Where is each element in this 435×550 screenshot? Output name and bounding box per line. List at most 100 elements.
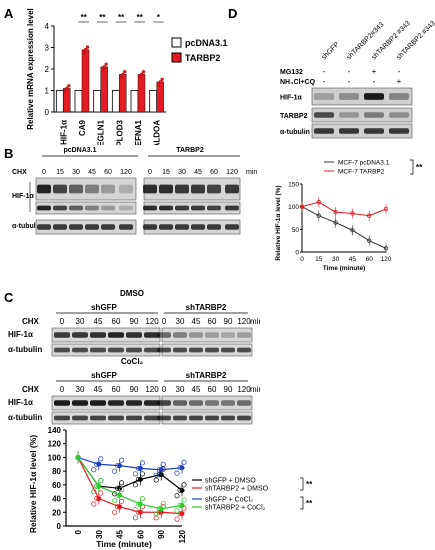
panel-letter-c: C <box>4 290 14 305</box>
blot-band <box>364 128 384 134</box>
blot-strip <box>35 177 137 201</box>
bar-tarbp2 <box>81 49 90 113</box>
blot-band <box>119 224 133 230</box>
group-label-shgfp: shGFP <box>91 303 117 312</box>
blot-band <box>175 205 189 211</box>
row-label-tubulin: α-tubulin <box>8 413 42 422</box>
blot-band <box>389 128 409 134</box>
replicate-point <box>156 467 162 473</box>
nh4-sign: - <box>348 77 351 86</box>
replicate-point <box>115 463 121 469</box>
bar-pcdna <box>149 90 158 113</box>
data-dot <box>67 84 71 88</box>
data-dot <box>63 89 67 94</box>
replicate-point <box>177 465 183 471</box>
time-label: 60 <box>208 317 217 326</box>
time-label: 30 <box>72 169 80 176</box>
y-tick-label: 140 <box>48 426 62 435</box>
replicate-point <box>153 511 159 517</box>
blot-band <box>85 224 99 230</box>
nh4-sign: + <box>397 77 402 86</box>
legend-label-tarbp2: MCF-7 TARBP2 <box>338 169 385 176</box>
replicate-point <box>132 515 138 521</box>
blot-band <box>37 205 51 211</box>
y-tick-label: 4 <box>45 22 50 31</box>
blot-band <box>72 400 88 406</box>
replicate-point <box>177 487 183 493</box>
y-axis-label: Relative HIF-1α level (%) <box>275 185 282 260</box>
replicate-point <box>119 487 125 493</box>
time-label: 45 <box>94 317 103 326</box>
nh4-sign: - <box>323 77 326 86</box>
y-tick-label: 60 <box>52 481 61 490</box>
blot-band <box>314 112 334 118</box>
blot-band <box>189 347 203 353</box>
row-label-hif: HIF-1α <box>8 398 33 407</box>
data-dot <box>65 86 69 91</box>
blot-band <box>237 400 251 406</box>
blot-strip <box>35 201 137 215</box>
time-label: 120 <box>226 169 238 176</box>
replicate-point <box>139 460 145 466</box>
x-tick-label: 120 <box>381 256 392 263</box>
blot-band <box>175 184 189 194</box>
blot-band <box>189 400 203 406</box>
blot-band <box>54 332 70 338</box>
time-label: 60 <box>104 169 112 176</box>
row-label-tubulin: α-tubulin <box>8 345 42 354</box>
time-label: 90 <box>130 385 139 394</box>
replicate-point <box>174 493 180 499</box>
blot-band <box>144 400 160 406</box>
category-label: EFNA1 <box>134 119 143 145</box>
y-tick-label: 80 <box>52 467 61 476</box>
legend-label-pcdna: MCF-7 pcDNA3.1 <box>338 160 390 167</box>
blot-band <box>157 415 171 421</box>
blot-band <box>85 184 99 194</box>
replicate-point <box>177 511 183 517</box>
blot-band <box>101 205 115 211</box>
nh4-label: NH₄Cl+CQ <box>280 79 316 86</box>
replicate-point <box>91 501 97 507</box>
unit-label: min <box>246 169 257 176</box>
panel-b-line-chart: 0 50 100 150 0 15 30 45 60 120 Time (minute) Relati… <box>275 160 423 273</box>
replicate-point <box>135 509 141 515</box>
replicate-point <box>135 501 141 507</box>
time-label: 60 <box>208 385 217 394</box>
replicate-point <box>174 470 180 476</box>
row-label-hif: HIF-1α <box>12 193 35 200</box>
data-dot <box>137 75 142 80</box>
replicate-point <box>94 496 100 502</box>
panel-a-bar-chart: 0 1 2 3 4 Relative mRNA expression level HIF-1… <box>26 8 228 145</box>
blot-band <box>207 205 221 211</box>
time-label: 120 <box>145 317 159 326</box>
blot-band <box>205 347 219 353</box>
blot-band <box>225 184 239 194</box>
blot-band <box>237 347 251 353</box>
time-label: 15 <box>162 169 170 176</box>
blot-band <box>205 332 219 338</box>
blot-band <box>339 128 359 134</box>
y-tick-label: 0 <box>57 522 62 531</box>
replicate-point <box>160 500 166 506</box>
blot-band <box>72 415 88 421</box>
y-tick-label: 0 <box>295 250 299 257</box>
y-tick-label: 100 <box>288 204 299 211</box>
y-tick-label: 1 <box>45 87 50 96</box>
time-label: 30 <box>76 317 85 326</box>
replicate-point <box>153 477 159 483</box>
group-label-tarbp2: TARBP2 <box>176 147 204 154</box>
time-label: 45 <box>88 169 96 176</box>
replicate-point <box>135 476 141 482</box>
blot-band <box>90 347 106 353</box>
time-label: 45 <box>192 385 201 394</box>
replicate-point <box>160 461 166 467</box>
blot-band <box>126 400 142 406</box>
blot-band <box>207 224 221 230</box>
blot-band <box>221 415 235 421</box>
replicate-point <box>94 461 100 467</box>
time-label: 0 <box>60 317 65 326</box>
y-tick-label: 50 <box>292 227 300 234</box>
blot-band <box>157 347 171 353</box>
legend-tarbp2: TARBP2 <box>185 53 220 63</box>
significance-label: ** <box>137 13 144 22</box>
